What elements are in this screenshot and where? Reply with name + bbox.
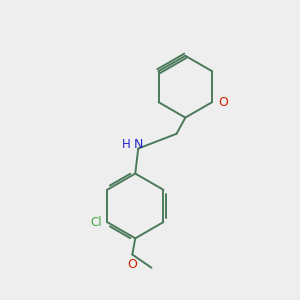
Text: O: O [219,96,229,109]
Text: Cl: Cl [90,216,102,229]
Text: O: O [128,258,137,271]
Text: N: N [134,139,143,152]
Text: H: H [122,139,130,152]
